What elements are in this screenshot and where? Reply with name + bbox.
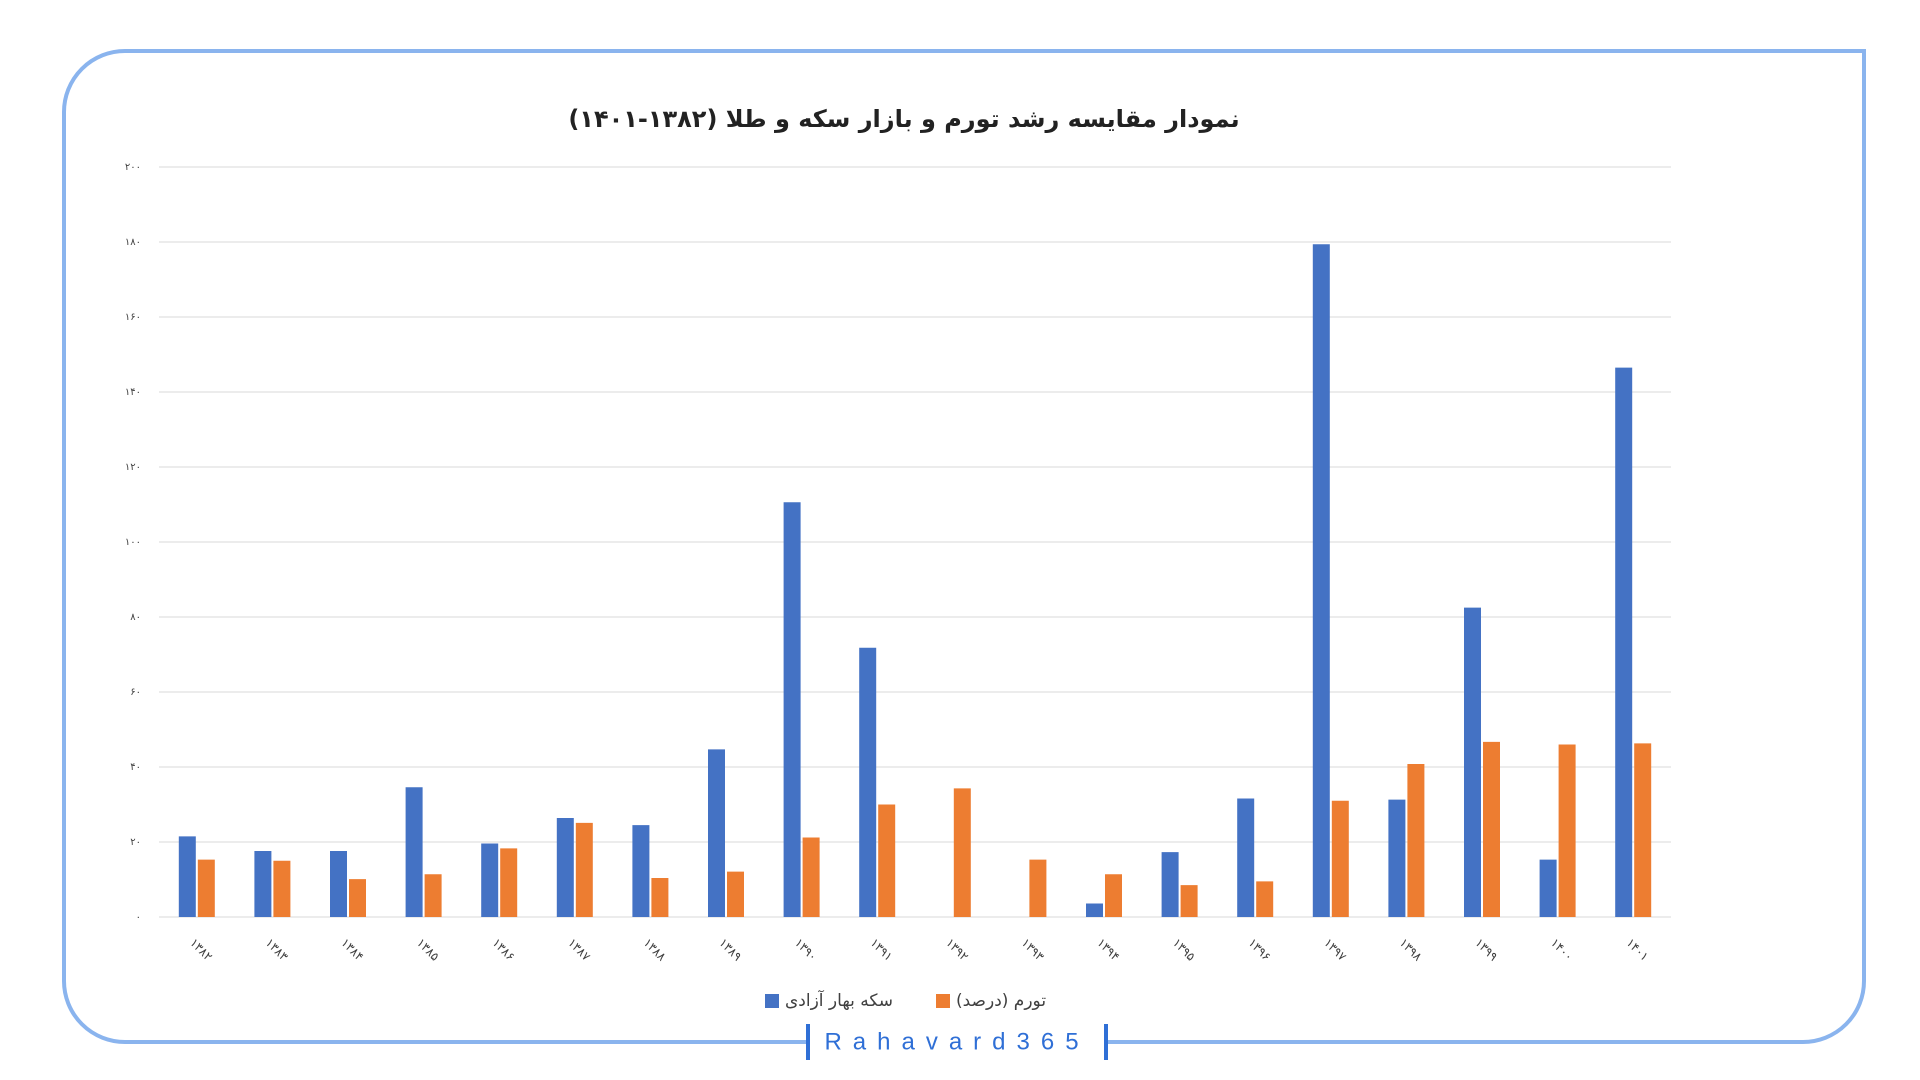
x-tick-label: ۱۳۸۶ — [489, 936, 517, 964]
bar — [708, 749, 725, 917]
y-tick-label: ۰ — [136, 912, 141, 923]
x-tick-label: ۱۳۹۳ — [1019, 936, 1048, 965]
bar — [1256, 881, 1274, 917]
bar — [1539, 859, 1557, 917]
x-tick-label: ۱۳۹۲ — [943, 936, 971, 964]
x-tick-label: ۱۳۹۰ — [792, 936, 820, 964]
x-tick-label: ۱۳۹۴ — [1094, 936, 1122, 964]
y-tick-label: ۸۰ — [130, 612, 141, 623]
x-tick-label: ۱۴۰۱ — [1623, 936, 1651, 964]
bar — [632, 825, 650, 917]
frame — [62, 49, 1866, 1044]
bar — [1105, 874, 1122, 917]
y-tick-label: ۱۲۰ — [125, 462, 141, 473]
y-tick-label: ۲۰ — [130, 837, 141, 848]
bar — [1086, 903, 1103, 917]
y-tick-label: ۶۰ — [130, 687, 141, 698]
x-tick-label: ۱۳۸۳ — [263, 936, 292, 965]
bar — [1388, 799, 1406, 917]
bar — [878, 804, 896, 917]
legend-label: سکه بهار آزادی — [785, 989, 893, 1011]
x-tick-label: ۱۳۹۱ — [867, 936, 895, 964]
bar — [953, 788, 971, 917]
x-tick-label: ۱۳۹۵ — [1170, 936, 1198, 964]
bar — [651, 878, 669, 917]
bar — [1558, 744, 1576, 917]
y-tick-label: ۱۸۰ — [125, 237, 141, 248]
bar — [1029, 859, 1047, 917]
bar — [1615, 367, 1633, 917]
bar — [727, 871, 744, 917]
x-tick-label: ۱۳۸۸ — [641, 936, 670, 965]
x-tick-label: ۱۳۹۸ — [1397, 936, 1426, 965]
bar — [1331, 800, 1349, 917]
y-tick-label: ۲۰۰ — [125, 162, 141, 173]
bar — [178, 836, 196, 917]
x-tick-label: ۱۳۸۹ — [716, 936, 744, 964]
bar — [575, 822, 593, 917]
bar — [197, 859, 215, 917]
bar — [783, 502, 801, 917]
y-tick-label: ۱۰۰ — [125, 537, 141, 548]
bar — [1312, 244, 1330, 917]
bar — [1161, 852, 1179, 917]
bar — [330, 851, 347, 917]
x-tick-label: ۱۳۸۷ — [565, 936, 594, 965]
bar — [254, 851, 272, 917]
x-tick-label: ۱۴۰۰ — [1548, 936, 1576, 964]
bar — [1634, 743, 1652, 917]
legend-swatch — [765, 994, 779, 1008]
x-tick-label: ۱۳۸۴ — [338, 936, 366, 964]
x-tick-label: ۱۳۹۶ — [1245, 936, 1273, 964]
x-tick-label: ۱۳۸۲ — [187, 936, 215, 964]
bar — [859, 647, 877, 917]
bar — [500, 848, 518, 917]
x-tick-label: ۱۳۹۷ — [1321, 936, 1350, 965]
bar — [405, 787, 423, 917]
y-tick-label: ۴۰ — [130, 762, 141, 773]
bar — [1180, 885, 1198, 917]
bar — [1483, 741, 1500, 917]
bar — [556, 818, 574, 917]
x-tick-label: ۱۳۸۵ — [414, 936, 442, 964]
y-tick-label: ۱۴۰ — [125, 387, 141, 398]
bar — [481, 843, 499, 917]
bar — [424, 874, 442, 917]
bar — [1464, 607, 1481, 917]
bar — [349, 879, 366, 917]
bar — [273, 860, 291, 917]
bar — [1407, 764, 1425, 917]
y-tick-label: ۱۶۰ — [125, 312, 141, 323]
chart-title: نمودار مقایسه رشد تورم و بازار سکه و طلا… — [568, 105, 1239, 133]
watermark: Rahavard365 — [824, 1028, 1089, 1055]
legend-label: تورم (درصد) — [956, 991, 1046, 1011]
bar — [802, 837, 820, 917]
bar — [1237, 798, 1255, 917]
legend-swatch — [936, 994, 950, 1008]
x-tick-label: ۱۳۹۹ — [1472, 936, 1500, 964]
